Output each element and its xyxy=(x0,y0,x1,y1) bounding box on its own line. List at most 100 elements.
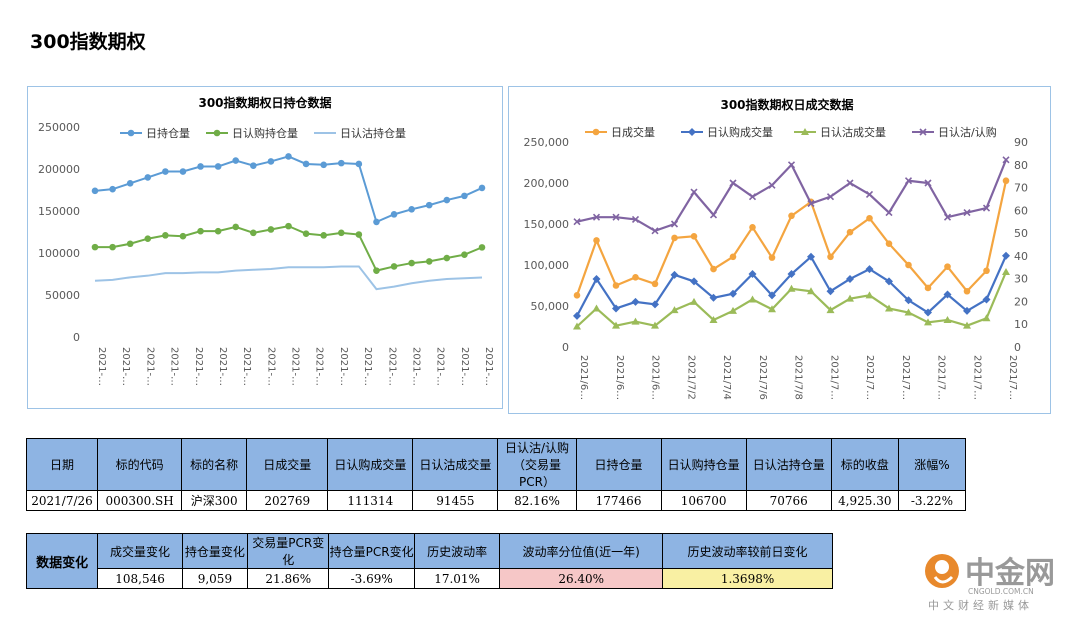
data-point-1 xyxy=(1002,251,1010,260)
x-tick-label: 2021/7… xyxy=(900,355,911,400)
data-point-3 xyxy=(573,218,581,226)
data-point-1 xyxy=(748,270,757,279)
data-point-0 xyxy=(232,157,240,164)
y2-tick-label: 60 xyxy=(1014,204,1028,217)
data-point-1 xyxy=(285,222,292,230)
header-oi-change: 持仓量变化 xyxy=(181,533,249,569)
header-open-interest: 日持仓量 xyxy=(575,438,662,491)
header-close: 标的收盘 xyxy=(830,438,899,491)
data-point-1 xyxy=(162,232,169,239)
data-point-1 xyxy=(943,290,952,299)
logo-url: CNGOLD.COM.CN xyxy=(968,587,1034,596)
daily-summary-header-row: 日期 标的代码 标的名称 日成交量 日认购成交量 日认沽成交量 日认沽/认购（交… xyxy=(25,438,967,491)
header-volume: 日成交量 xyxy=(246,438,329,491)
data-point-2 xyxy=(807,287,815,295)
data-point-0 xyxy=(91,187,99,195)
header-hist-vol: 历史波动率 xyxy=(413,533,501,569)
data-point-1 xyxy=(197,227,204,235)
legend-marker-0 xyxy=(127,129,135,137)
x-tick-label: 2021-… xyxy=(410,347,421,386)
data-point-1 xyxy=(478,244,486,251)
y-tick-label: 100,000 xyxy=(524,259,570,272)
x-tick-label: 2021/7… xyxy=(864,355,875,400)
x-tick-label: 2021-… xyxy=(338,347,349,386)
data-point-2 xyxy=(826,306,835,314)
cell-volume: 202769 xyxy=(246,490,329,511)
data-point-0 xyxy=(478,184,486,192)
logo-tagline: 中文财经新媒体 xyxy=(928,598,1033,612)
x-tick-label: 2021-… xyxy=(96,347,107,386)
series-line-0 xyxy=(575,180,1008,296)
y2-tick-label: 30 xyxy=(1014,273,1028,286)
x-tick-label: 2021/7… xyxy=(1007,355,1018,400)
data-point-2 xyxy=(651,321,659,329)
data-point-1 xyxy=(320,232,327,239)
data-point-2 xyxy=(670,306,679,314)
y2-tick-label: 70 xyxy=(1014,182,1028,195)
data-point-0 xyxy=(126,179,134,187)
data-point-3 xyxy=(670,220,679,228)
y2-tick-label: 90 xyxy=(1014,136,1028,149)
data-point-1 xyxy=(126,240,134,248)
data-point-0 xyxy=(749,223,756,231)
header-date: 日期 xyxy=(25,438,99,491)
data-point-0 xyxy=(788,212,795,220)
data-point-0 xyxy=(162,168,169,175)
data-point-2 xyxy=(1002,268,1010,276)
data-point-1 xyxy=(865,265,874,274)
cell-code: 000300.SH xyxy=(97,490,183,511)
data-point-0 xyxy=(690,233,698,240)
data-point-0 xyxy=(651,280,659,288)
data-point-3 xyxy=(709,211,718,219)
y-tick-label: 150,000 xyxy=(524,218,570,231)
cell-date: 2021/7/26 xyxy=(25,490,99,511)
data-point-1 xyxy=(709,293,718,302)
data-point-0 xyxy=(885,240,893,247)
y2-tick-label: 20 xyxy=(1014,295,1028,308)
data-point-0 xyxy=(337,159,345,167)
y-tick-label: 200000 xyxy=(38,163,80,176)
series-line-3 xyxy=(576,159,1008,233)
data-point-1 xyxy=(109,243,116,251)
data-point-1 xyxy=(408,259,415,267)
x-tick-label: 2021-… xyxy=(217,347,228,386)
data-point-2 xyxy=(631,317,640,325)
x-tick-label: 2021-… xyxy=(459,347,470,386)
data-point-2 xyxy=(573,322,581,330)
data-point-1 xyxy=(91,243,99,251)
y2-tick-label: 80 xyxy=(1014,159,1028,172)
data-point-2 xyxy=(963,321,971,329)
data-point-0 xyxy=(390,211,398,218)
data-point-1 xyxy=(651,300,659,309)
data-point-2 xyxy=(982,314,991,322)
data-point-1 xyxy=(425,258,433,265)
y-tick-label: 0 xyxy=(562,341,569,354)
data-point-2 xyxy=(846,294,854,302)
legend-label-0: 日持仓量 xyxy=(146,126,190,140)
x-tick-label: 2021-… xyxy=(386,347,397,386)
cell-put-volume: 91455 xyxy=(412,490,499,511)
data-point-3 xyxy=(846,179,854,187)
y-tick-label: 150000 xyxy=(38,205,80,218)
x-tick-label: 2021-… xyxy=(483,347,494,386)
data-point-2 xyxy=(748,295,757,303)
data-point-1 xyxy=(768,291,776,300)
cell-change: -3.22% xyxy=(897,490,967,511)
y-tick-label: 100000 xyxy=(38,247,80,260)
data-point-1 xyxy=(885,277,893,286)
x-tick-label: 2021-… xyxy=(241,347,252,386)
data-point-3 xyxy=(1002,156,1010,164)
data-point-1 xyxy=(179,232,187,240)
data-point-2 xyxy=(943,315,952,323)
data-point-3 xyxy=(768,181,776,189)
x-tick-label: 2021-… xyxy=(290,347,301,386)
x-tick-label: 2021-… xyxy=(314,347,325,386)
data-point-1 xyxy=(390,263,398,270)
data-point-2 xyxy=(690,297,698,305)
data-point-2 xyxy=(612,321,620,329)
data-point-1 xyxy=(963,306,971,315)
data-point-1 xyxy=(250,229,257,237)
data-point-1 xyxy=(826,287,835,296)
change-row: 108,546 9,059 21.86% -3.69% 17.01% 26.40… xyxy=(27,568,833,589)
legend-marker-3 xyxy=(919,128,927,136)
